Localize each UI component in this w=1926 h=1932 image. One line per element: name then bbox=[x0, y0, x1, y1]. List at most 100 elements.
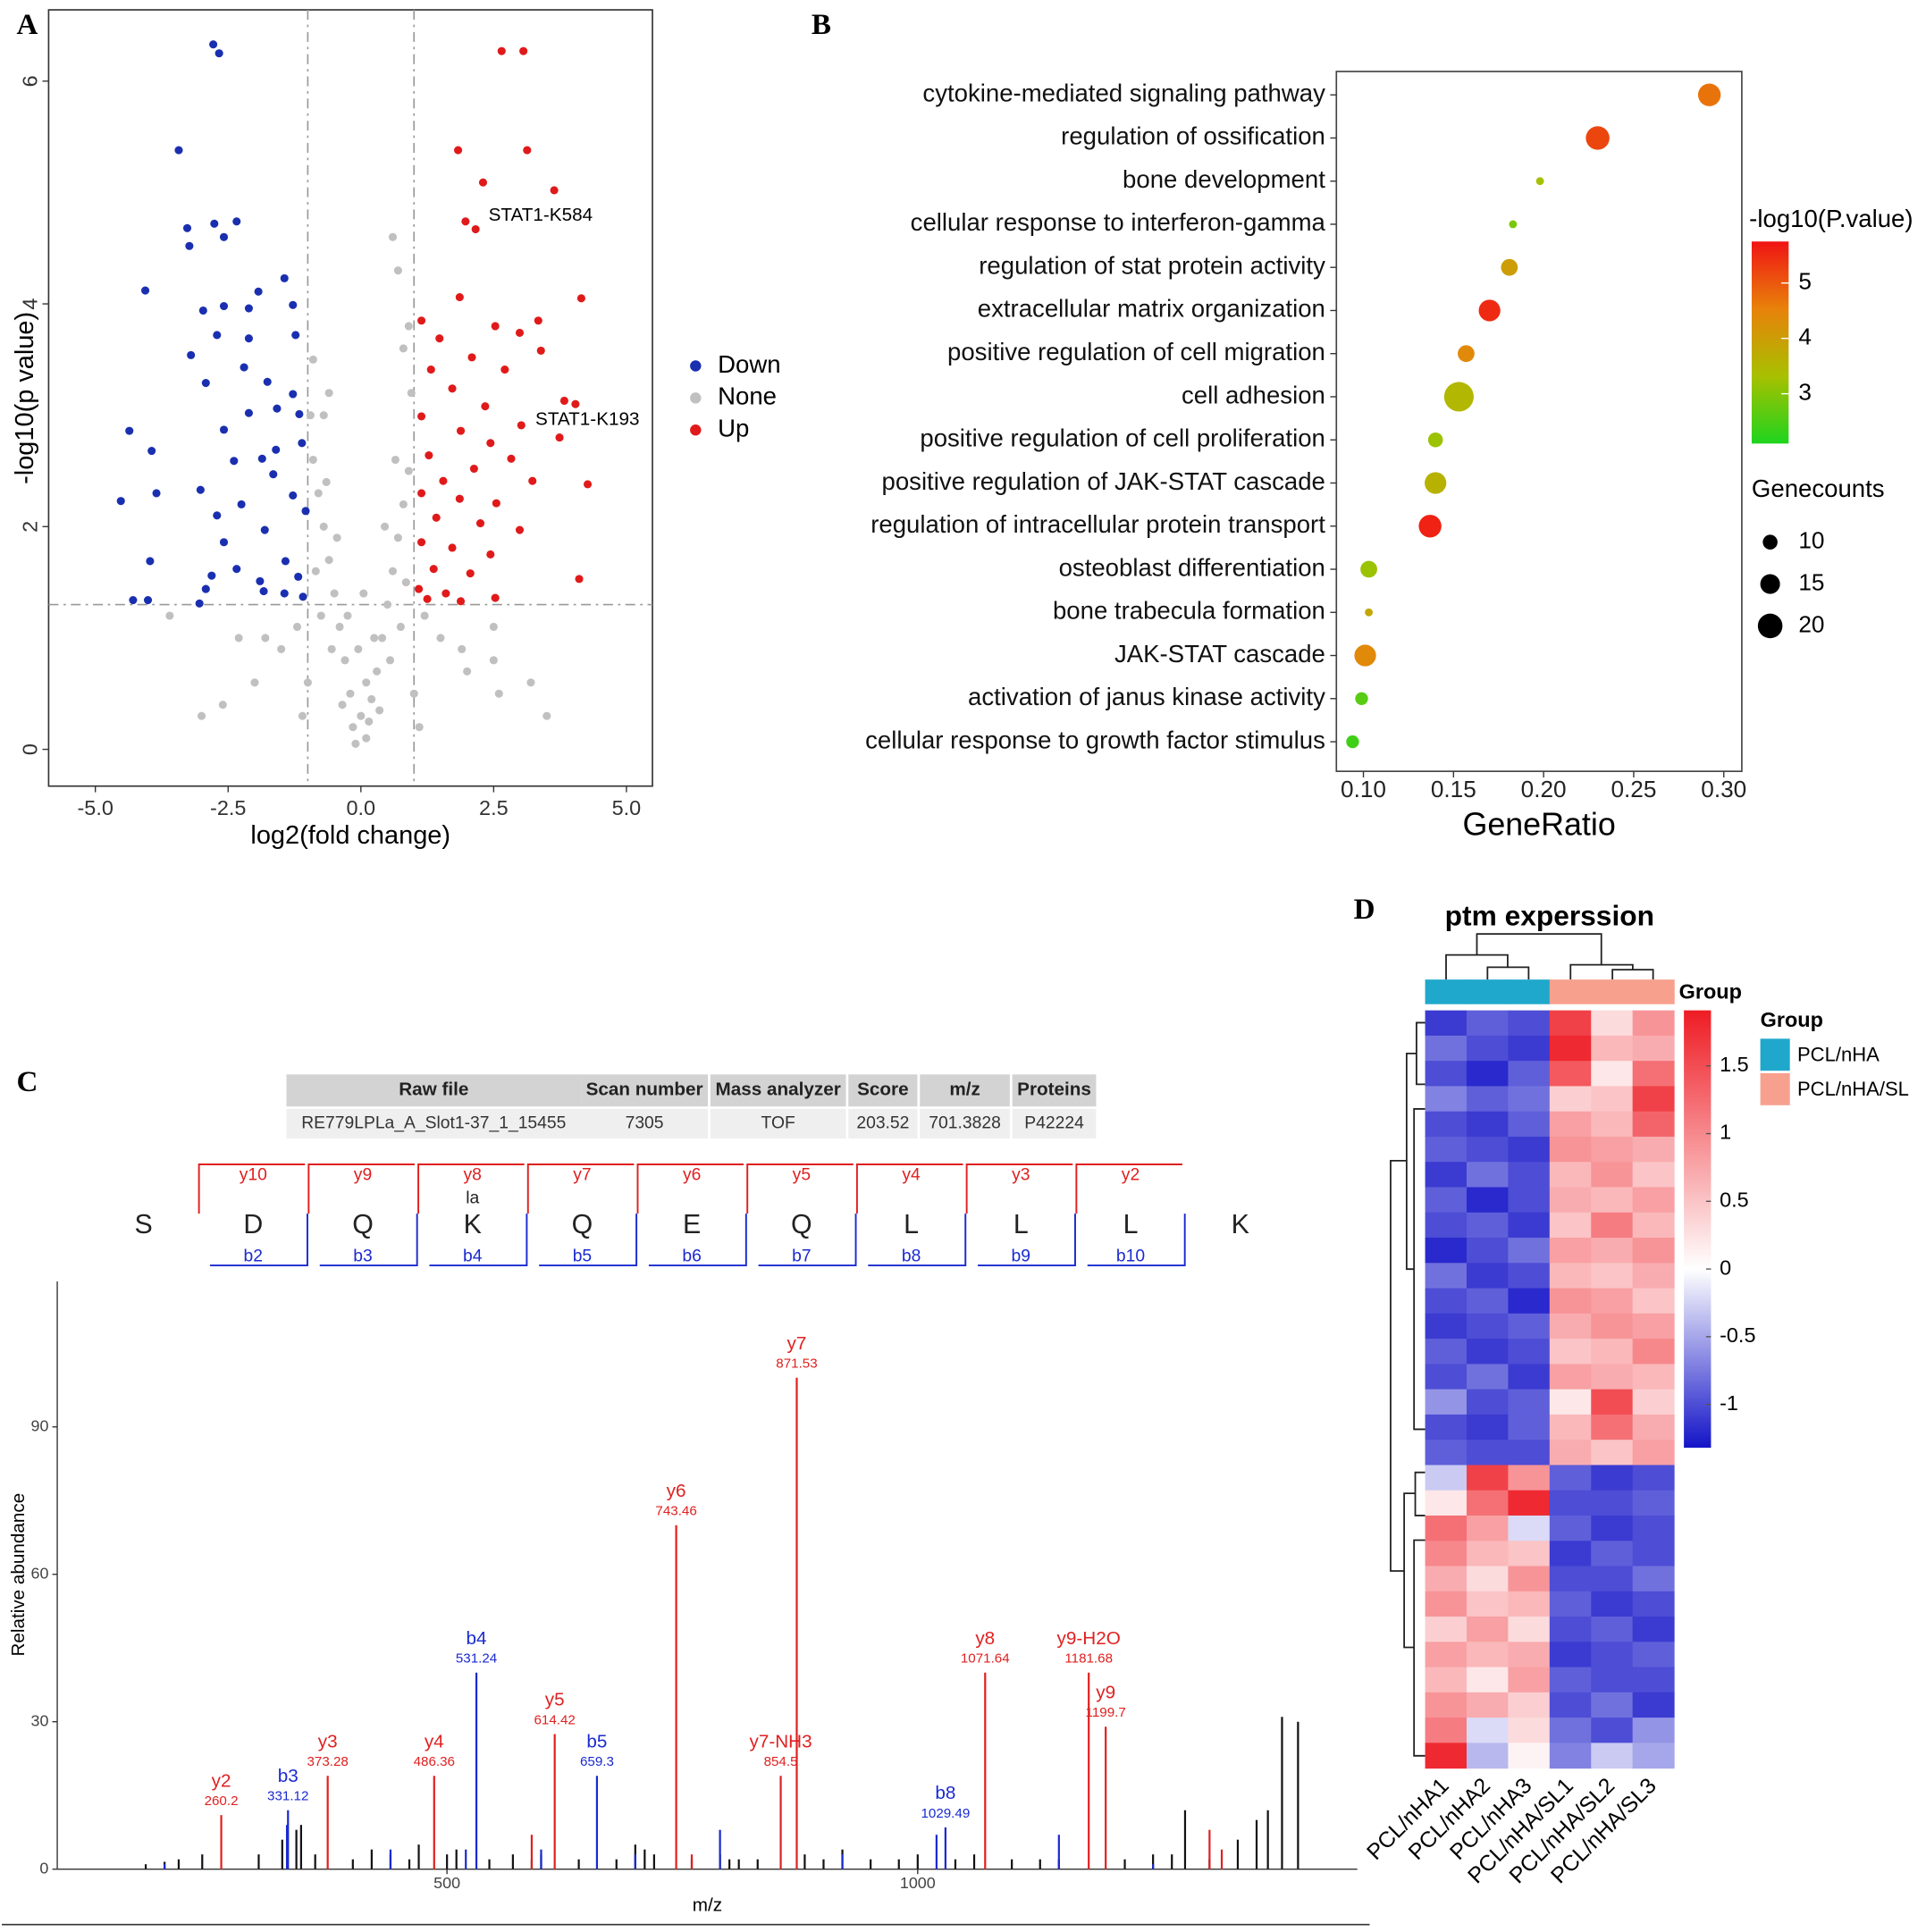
b-ion-bracket bbox=[978, 1214, 1076, 1267]
dot bbox=[1418, 515, 1442, 538]
y-tick-label: 0 bbox=[18, 743, 41, 755]
point bbox=[417, 412, 426, 421]
x-tick-label: 2.5 bbox=[479, 796, 509, 819]
heat-cell bbox=[1632, 1313, 1675, 1340]
point bbox=[458, 644, 467, 653]
point bbox=[381, 522, 390, 531]
heat-cell bbox=[1508, 1288, 1551, 1315]
point bbox=[423, 594, 432, 603]
heat-cell bbox=[1466, 1389, 1509, 1415]
heat-cell bbox=[1508, 1718, 1551, 1743]
heat-cell bbox=[1591, 1591, 1634, 1617]
point bbox=[259, 587, 268, 596]
x-tick-label: -2.5 bbox=[210, 796, 246, 819]
heat-cell bbox=[1466, 1541, 1509, 1567]
heat-cell bbox=[1466, 1490, 1509, 1516]
peak-ion-label: b8 bbox=[935, 1783, 955, 1803]
point bbox=[289, 491, 298, 500]
heat-cell bbox=[1466, 1642, 1509, 1668]
point bbox=[306, 411, 315, 420]
heat-cell bbox=[1549, 1339, 1592, 1365]
residue: E bbox=[683, 1210, 701, 1239]
heat-cell bbox=[1591, 1566, 1634, 1592]
table-cell-text: 203.52 bbox=[856, 1114, 909, 1133]
colorbar-tick-label: -1 bbox=[1720, 1391, 1738, 1415]
heat-cell bbox=[1425, 1490, 1468, 1516]
heat-cell bbox=[1632, 1187, 1675, 1214]
table-header: Raw file bbox=[399, 1079, 468, 1100]
point bbox=[240, 363, 248, 372]
heat-cell bbox=[1508, 1743, 1551, 1769]
heat-cell bbox=[1632, 1465, 1675, 1491]
heat-cell bbox=[1425, 1212, 1468, 1239]
point bbox=[129, 596, 138, 605]
point bbox=[322, 477, 331, 487]
point bbox=[466, 569, 475, 578]
y-tick-label: osteoblast differentiation bbox=[1059, 553, 1325, 581]
y-ion-bracket bbox=[855, 1163, 963, 1214]
colorbar-tick-label: 1.5 bbox=[1720, 1053, 1749, 1076]
point bbox=[125, 426, 134, 435]
heat-cell bbox=[1508, 1010, 1551, 1037]
point bbox=[448, 543, 457, 552]
heat-cell bbox=[1632, 1111, 1675, 1138]
heat-cell bbox=[1425, 1061, 1468, 1087]
y-tick-label: cytokine-mediated signaling pathway bbox=[922, 79, 1325, 106]
heat-cell bbox=[1632, 1136, 1675, 1163]
group-cell bbox=[1425, 979, 1468, 1004]
point bbox=[201, 584, 210, 593]
heat-cell bbox=[1591, 1541, 1634, 1567]
y-ion-bracket bbox=[746, 1163, 854, 1214]
heat-cell bbox=[1632, 1339, 1675, 1365]
heat-cell bbox=[1425, 1364, 1468, 1390]
heat-cell bbox=[1549, 1642, 1592, 1668]
residue: L bbox=[904, 1210, 919, 1239]
table-header-cell bbox=[920, 1074, 1010, 1107]
heat-cell bbox=[1632, 1617, 1675, 1642]
heat-cell bbox=[1466, 1136, 1509, 1163]
heat-cell bbox=[1549, 1238, 1592, 1264]
point bbox=[373, 667, 382, 676]
peak-ion-label: y8 bbox=[975, 1628, 995, 1649]
point bbox=[299, 592, 307, 601]
dot bbox=[1346, 735, 1359, 749]
point bbox=[198, 306, 207, 315]
heat-cell bbox=[1425, 1566, 1468, 1592]
y-ion-bracket bbox=[636, 1163, 744, 1214]
point bbox=[250, 678, 259, 687]
dot bbox=[1478, 299, 1501, 322]
heat-cell bbox=[1466, 1162, 1509, 1189]
dot bbox=[1365, 608, 1373, 617]
heat-cell bbox=[1591, 1061, 1634, 1087]
heat-cell bbox=[1425, 1515, 1468, 1541]
heat-cell bbox=[1591, 1339, 1634, 1365]
heat-cell bbox=[1591, 1465, 1634, 1491]
point bbox=[272, 445, 281, 454]
b-ion-bracket bbox=[648, 1214, 747, 1267]
peak-mz-label: 486.36 bbox=[414, 1754, 455, 1769]
heat-cell bbox=[1549, 1212, 1592, 1239]
point bbox=[143, 596, 153, 605]
point bbox=[280, 273, 289, 282]
colorbar bbox=[1751, 241, 1789, 444]
table-cell-text: RE779LPLa_A_Slot1-37_1_15455 bbox=[301, 1114, 566, 1133]
point bbox=[187, 350, 196, 359]
heat-cell bbox=[1549, 1515, 1592, 1541]
heat-cell bbox=[1425, 1162, 1468, 1189]
heat-cell bbox=[1632, 1414, 1675, 1441]
table-header: m/z bbox=[949, 1079, 980, 1100]
y-ion-label: y4 bbox=[902, 1165, 921, 1184]
heat-cell bbox=[1508, 1238, 1551, 1264]
dot bbox=[1509, 220, 1518, 229]
heat-cell bbox=[1508, 1162, 1551, 1189]
legend-swatch bbox=[690, 392, 702, 404]
panel-label: A bbox=[17, 9, 38, 41]
heat-cell bbox=[1632, 1389, 1675, 1415]
y-tick-label: 90 bbox=[30, 1416, 48, 1434]
point bbox=[399, 500, 408, 508]
y-axis-label: -log10(p value) bbox=[11, 312, 39, 484]
point bbox=[213, 511, 222, 520]
heat-cell bbox=[1508, 1566, 1551, 1592]
heat-cell bbox=[1425, 1642, 1468, 1668]
point bbox=[481, 402, 490, 411]
